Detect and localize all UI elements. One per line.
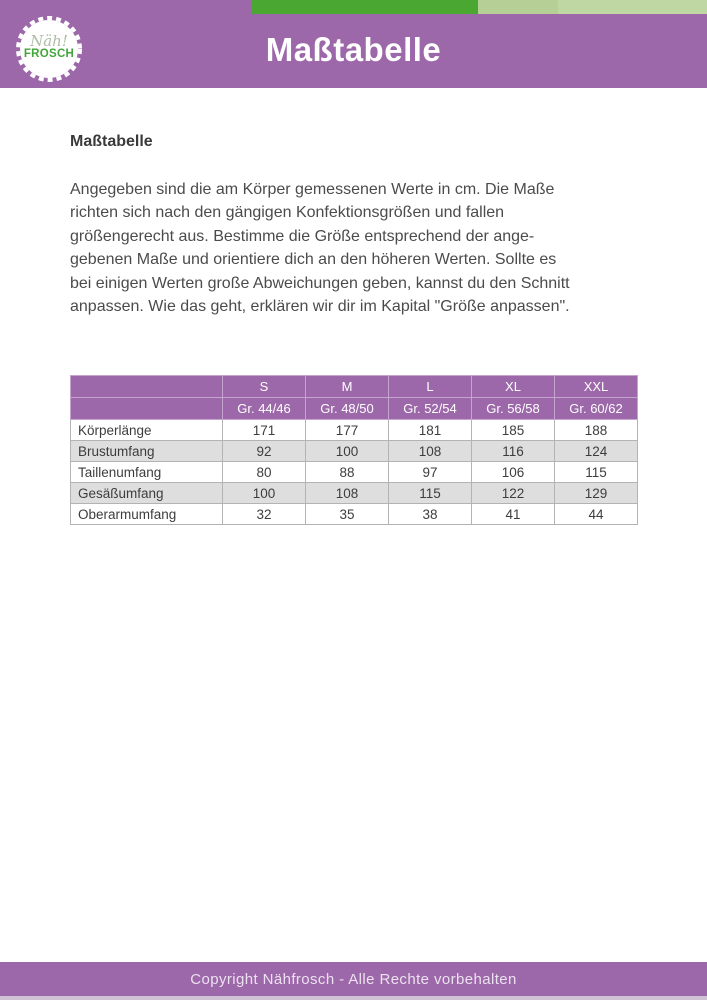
table-row: Brustumfang 92 100 108 116 124 xyxy=(70,440,638,462)
table-cell: 124 xyxy=(554,440,638,462)
table-cell: 80 xyxy=(222,461,306,483)
column-subheader: Gr. 60/62 xyxy=(554,397,638,420)
column-header: XXL xyxy=(554,375,638,398)
table-cell: 108 xyxy=(388,440,472,462)
table-cell: 122 xyxy=(471,482,555,504)
table-cell: 97 xyxy=(388,461,472,483)
row-label: Körperlänge xyxy=(70,419,223,441)
column-subheader: Gr. 44/46 xyxy=(222,397,306,420)
table-cell: 106 xyxy=(471,461,555,483)
copyright-text: Copyright Nähfrosch - Alle Rechte vorbeh… xyxy=(190,970,517,988)
strip-segment-light-green-1 xyxy=(478,0,558,14)
size-table: S M L XL XXL Gr. 44/46 Gr. 48/50 Gr. 52/… xyxy=(70,375,638,525)
naehfrosch-logo: Näh! FROSCH xyxy=(15,15,83,83)
table-row: Taillenumfang 80 88 97 106 115 xyxy=(70,461,638,483)
top-accent-strip xyxy=(0,0,707,14)
bottom-edge-strip xyxy=(0,996,707,1000)
table-cell: 35 xyxy=(305,503,389,525)
table-header-sizes: S M L XL XXL xyxy=(70,375,638,398)
table-row: Oberarmumfang 32 35 38 41 44 xyxy=(70,503,638,525)
column-subheader: Gr. 52/54 xyxy=(388,397,472,420)
column-subheader: Gr. 48/50 xyxy=(305,397,389,420)
row-label: Taillenumfang xyxy=(70,461,223,483)
table-row: Körperlänge 171 177 181 185 188 xyxy=(70,419,638,441)
content-area: Maßtabelle Angegeben sind die am Körper … xyxy=(70,133,655,318)
row-label: Oberarmumfang xyxy=(70,503,223,525)
row-label: Gesäßumfang xyxy=(70,482,223,504)
section-heading: Maßtabelle xyxy=(70,133,153,150)
table-cell: 129 xyxy=(554,482,638,504)
table-cell: 115 xyxy=(388,482,472,504)
table-cell: 177 xyxy=(305,419,389,441)
column-header: L xyxy=(388,375,472,398)
intro-paragraph: Angegeben sind die am Körper gemessenen … xyxy=(70,178,655,318)
table-cell: 44 xyxy=(554,503,638,525)
page-title: Maßtabelle xyxy=(265,31,442,69)
logo-script-text: Näh! xyxy=(30,32,68,50)
table-cell: 92 xyxy=(222,440,306,462)
footer-band: Copyright Nähfrosch - Alle Rechte vorbeh… xyxy=(0,962,707,996)
paragraph-line: Angegeben sind die am Körper gemessenen … xyxy=(70,181,555,198)
paragraph-line: gebenen Maße und orientiere dich an den … xyxy=(70,251,557,269)
header-empty-cell xyxy=(70,397,223,420)
logo-word-text: FROSCH xyxy=(23,48,75,60)
strip-segment-light-green-2 xyxy=(558,0,707,14)
table-cell: 116 xyxy=(471,440,555,462)
paragraph-line: bei einigen Werten große Abweichungen ge… xyxy=(70,274,570,292)
paragraph-line: anpassen. Wie das geht, erklären wir dir… xyxy=(70,298,570,316)
table-cell: 115 xyxy=(554,461,638,483)
table-row: Gesäßumfang 100 108 115 122 129 xyxy=(70,482,638,504)
table-cell: 41 xyxy=(471,503,555,525)
header-empty-cell xyxy=(70,375,223,398)
table-header-gr: Gr. 44/46 Gr. 48/50 Gr. 52/54 Gr. 56/58 … xyxy=(70,397,638,420)
header-band: Maßtabelle xyxy=(0,14,707,88)
row-label: Brustumfang xyxy=(70,440,223,462)
strip-segment-purple xyxy=(0,0,252,14)
table-cell: 185 xyxy=(471,419,555,441)
paragraph-line: richten sich nach den gängigen Konfektio… xyxy=(70,204,505,222)
table-cell: 38 xyxy=(388,503,472,525)
table-cell: 108 xyxy=(305,482,389,504)
table-cell: 88 xyxy=(305,461,389,483)
column-subheader: Gr. 56/58 xyxy=(471,397,555,420)
paragraph-line: größengerecht aus. Bestimme die Größe en… xyxy=(70,227,535,245)
table-cell: 32 xyxy=(222,503,306,525)
column-header: M xyxy=(305,375,389,398)
column-header: S xyxy=(222,375,306,398)
table-cell: 181 xyxy=(388,419,472,441)
strip-segment-dark-green xyxy=(252,0,478,14)
table-cell: 100 xyxy=(222,482,306,504)
table-cell: 188 xyxy=(554,419,638,441)
table-cell: 171 xyxy=(222,419,306,441)
column-header: XL xyxy=(471,375,555,398)
table-cell: 100 xyxy=(305,440,389,462)
